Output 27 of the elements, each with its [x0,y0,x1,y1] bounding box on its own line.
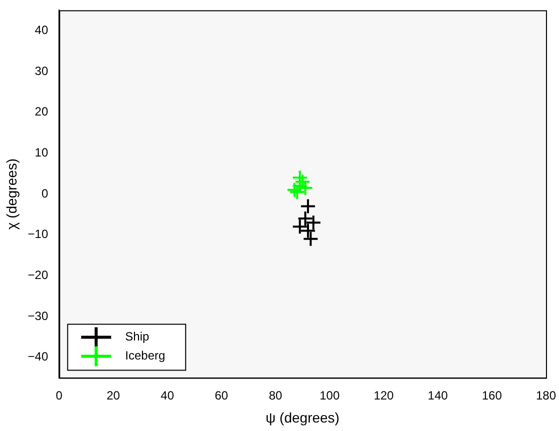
x-tick-label: 40 [160,388,174,402]
point [302,230,319,247]
y-tick-label: −30 [28,308,48,323]
x-tick-label: 60 [214,388,228,402]
x-tick-label: 140 [428,388,448,402]
point [294,174,311,190]
point [286,182,302,198]
x-tick-label: 100 [320,388,340,402]
legend-label: Iceberg [125,348,166,363]
point [300,198,316,214]
y-tick-label: −40 [28,350,48,364]
y-tick-label: 10 [34,145,48,160]
y-tick-label: 20 [34,104,48,119]
x-tick-label: 180 [536,388,556,402]
x-tick-label: 160 [482,388,502,402]
y-tick-label: −10 [28,227,48,242]
y-tick-label: 40 [34,22,48,37]
x-axis-title: ψ (degrees) [266,409,340,426]
y-tick-label: −20 [28,268,48,282]
y-tick-label: 30 [34,64,48,78]
x-tick-label: 80 [268,388,283,402]
x-tick-label: 0 [56,388,63,402]
y-tick-label: 0 [41,186,48,200]
x-tick-label: 120 [374,388,394,402]
legend-label: Ship [125,330,150,344]
y-axis-title: χ (degrees) [3,158,20,230]
x-tick-label: 20 [106,388,120,402]
